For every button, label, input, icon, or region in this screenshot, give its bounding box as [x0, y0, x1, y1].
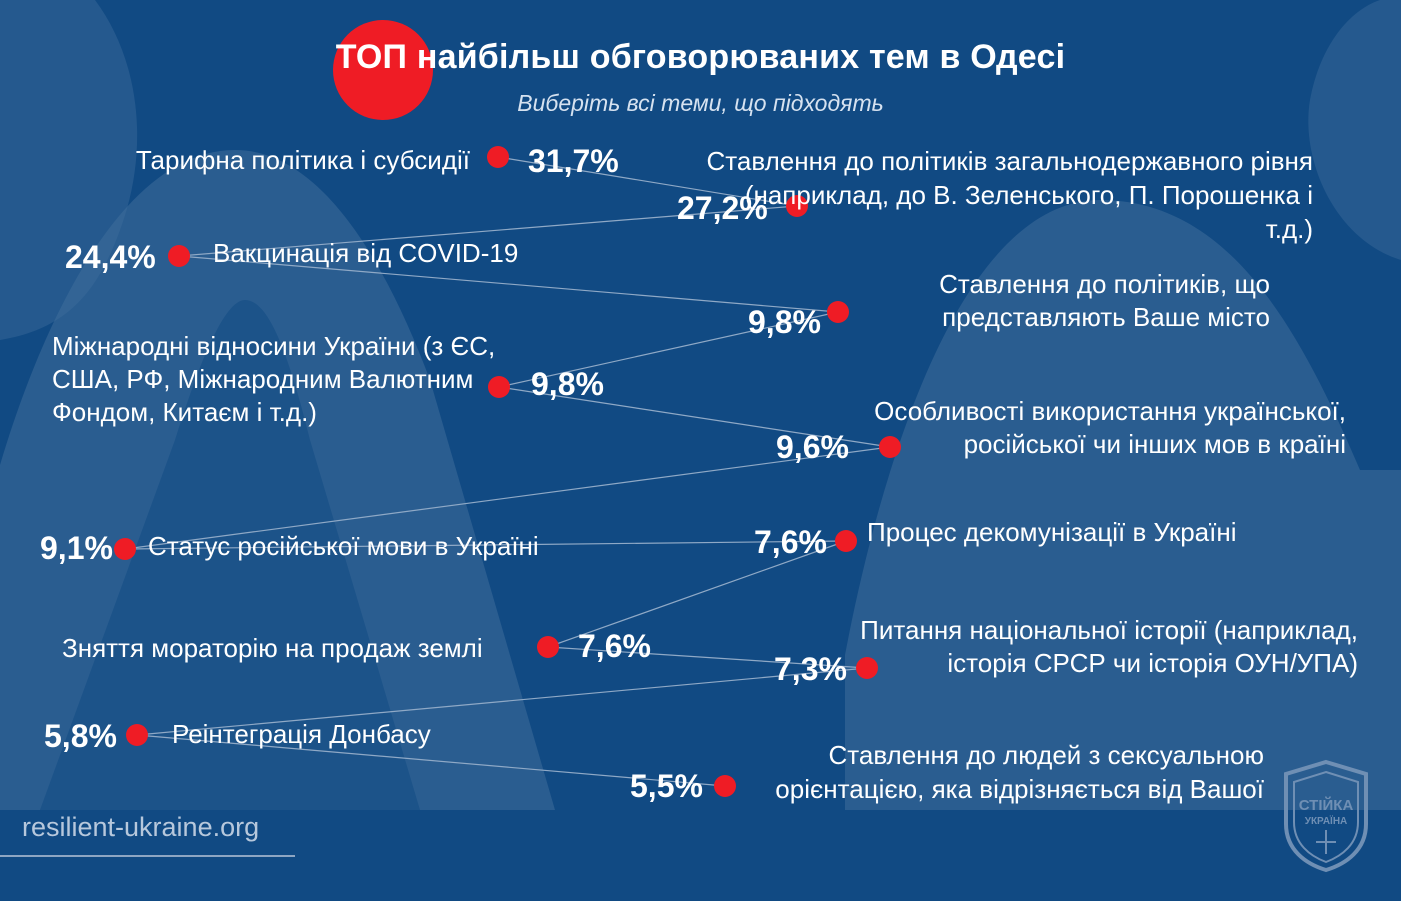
connector-line-4 — [498, 386, 891, 448]
data-point-9 — [856, 657, 878, 679]
data-point-8 — [537, 636, 559, 658]
connector-line-5 — [124, 446, 891, 550]
item-value-2: 24,4% — [65, 239, 156, 275]
connector-line-10 — [136, 734, 726, 787]
item-label-3: Ставлення до політиків, що представляють… — [939, 269, 1270, 332]
data-point-3 — [827, 301, 849, 323]
item-label-2: Вакцинація від COVID-19 — [213, 238, 519, 268]
resilient-ukraine-logo-icon: СТІЙКА УКРАЇНА — [1284, 759, 1368, 873]
item-label-8: Зняття мораторію на продаж землі — [62, 633, 483, 663]
item-value-7: 7,6% — [754, 524, 827, 560]
item-label-11: Ставлення до людей з сексуальною орієнта… — [775, 740, 1264, 804]
connector-line-6 — [124, 540, 847, 550]
title-highlight-circle — [333, 20, 433, 120]
site-underline — [0, 855, 295, 857]
data-point-0 — [487, 146, 509, 168]
item-label-5: Особливості використання української, ро… — [874, 396, 1346, 459]
data-point-6 — [114, 538, 136, 560]
item-value-1: 27,2% — [677, 190, 768, 226]
item-value-11: 5,5% — [630, 768, 703, 804]
site-link[interactable]: resilient-ukraine.org — [22, 812, 260, 842]
connector-line-0 — [497, 156, 798, 207]
item-label-1: Ставлення до політиків загальнодержавног… — [706, 146, 1313, 244]
title-highlight: ТОП — [335, 38, 408, 76]
item-label-10: Реінтеграція Донбасу — [172, 719, 431, 749]
data-point-4 — [488, 376, 510, 398]
svg-text:СТІЙКА: СТІЙКА — [1299, 796, 1354, 814]
connector-line-1 — [178, 205, 798, 257]
data-point-2 — [168, 245, 190, 267]
item-value-10: 5,8% — [44, 718, 117, 754]
item-value-8: 7,6% — [578, 628, 651, 664]
connector-line-7 — [547, 540, 847, 648]
title-rest: найбільш обговорюваних тем в Одесі — [416, 38, 1066, 76]
item-label-7: Процес декомунізації в Україні — [867, 517, 1237, 547]
item-label-4: Міжнародні відносини України (з ЄС, США,… — [52, 331, 496, 427]
connector-line-2 — [178, 255, 839, 313]
data-point-10 — [126, 724, 148, 746]
connector-line-3 — [498, 311, 839, 388]
item-value-4: 9,8% — [531, 366, 604, 402]
item-value-3: 9,8% — [748, 304, 821, 340]
chart-title: ТОП найбільш обговорюваних тем в Одесі — [0, 38, 1401, 77]
item-value-6: 9,1% — [40, 530, 113, 566]
item-value-9: 7,3% — [774, 651, 847, 687]
item-label-0: Тарифна політика і субсидії — [135, 145, 470, 175]
item-label-6: Статус російської мови в Україні — [148, 531, 539, 561]
data-point-7 — [835, 530, 857, 552]
item-value-5: 9,6% — [776, 429, 849, 465]
item-value-0: 31,7% — [528, 143, 619, 179]
chart-subtitle: Виберіть всі теми, що підходять — [517, 90, 884, 116]
connector-line-8 — [547, 646, 868, 669]
data-point-5 — [879, 436, 901, 458]
data-point-1 — [786, 195, 808, 217]
svg-text:УКРАЇНА: УКРАЇНА — [1305, 814, 1348, 827]
connector-line-9 — [136, 667, 868, 736]
item-label-9: Питання національної історії (наприклад,… — [860, 615, 1358, 678]
data-point-11 — [714, 775, 736, 797]
